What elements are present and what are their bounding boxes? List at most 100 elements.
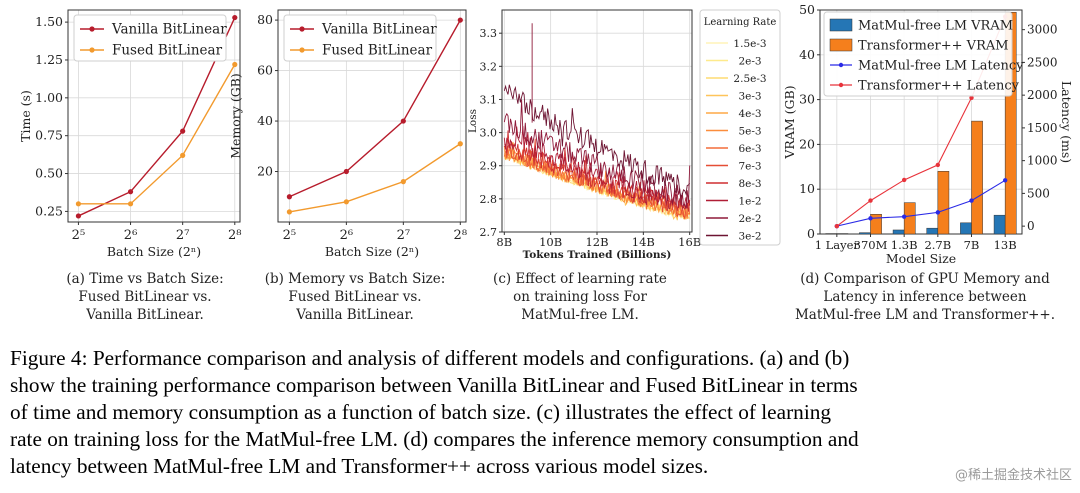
y2-tick-label-d-4: 2000 [1027, 88, 1058, 102]
y-tick-label-b-2: 60 [257, 63, 273, 78]
y-tick-label-c-0: 2.7 [480, 226, 498, 239]
y-tick-label-d-4: 40 [799, 47, 815, 62]
y2-tick-label-d-6: 3000 [1027, 23, 1058, 37]
bar-matmul-free-vram-1 [859, 232, 871, 235]
figure-caption-line-3: of time and memory consumption as a func… [10, 400, 832, 424]
latency-point-1-4 [969, 95, 974, 100]
y2-tick-label-d-5: 2500 [1027, 55, 1058, 69]
x-axis-label-a: Batch Size (2ⁿ) [107, 244, 201, 259]
watermark-text: @稀土掘金技术社区 [954, 468, 1072, 483]
y-tick-label-a-2: 0.75 [35, 128, 63, 143]
x-tick-label-d-3: 2.7B [924, 238, 951, 252]
latency-line-0 [836, 179, 1006, 227]
caption-a-line-3: Vanilla BitLinear. [86, 307, 204, 323]
plot-frame-a [67, 9, 241, 223]
y-tick-label-a-4: 1.25 [35, 52, 63, 67]
legend-label-c-5: 5e-3 [738, 126, 761, 138]
y-tick-label-c-5: 3.2 [480, 60, 498, 73]
latency-point-0-5 [1002, 178, 1008, 183]
data-point-a-1-2 [180, 152, 186, 158]
caption-b-line-3: Vanilla BitLinear. [296, 307, 414, 323]
bar-matmul-free-vram-3 [926, 227, 939, 235]
caption-a-line-2: Fused BitLinear vs. [78, 289, 212, 305]
legend-label-c-10: 2e-2 [738, 213, 761, 225]
x-tick-label-a-2: 2⁷ [176, 228, 189, 243]
data-point-b-0-3 [457, 17, 463, 23]
data-point-b-1-0 [286, 209, 292, 215]
figure-caption: Figure 4: Performance comparison and ana… [10, 345, 1074, 480]
bar-transformer-vram-3 [937, 171, 950, 235]
figure-caption-line-4: rate on training loss for the MatMul-fre… [10, 427, 859, 451]
legend-label-d-1: Transformer++ VRAM [858, 39, 1009, 54]
y2-axis-label-d: Latency (ms) [1059, 81, 1074, 163]
x-tick-label-b-2: 2⁷ [397, 228, 410, 243]
latency-point-0-1 [868, 216, 873, 221]
caption-d-line-2: Latency in inference between [823, 289, 1027, 305]
y-tick-label-d-1: 10 [799, 181, 815, 196]
series-line-b-0 [289, 19, 461, 198]
legend-label-b-1: Fused BitLinear [322, 43, 433, 59]
legend-label-a-0: Vanilla BitLinear [111, 22, 227, 38]
y-tick-label-c-4: 3.1 [480, 93, 498, 106]
caption-b-line-2: Fused BitLinear vs. [288, 289, 422, 305]
caption-a: (a) Time vs Batch Size: Fused BitLinear … [20, 270, 270, 324]
latency-point-1-3 [935, 162, 941, 168]
figure-caption-line-5: latency between MatMul-free LM and Trans… [10, 454, 709, 478]
legend-box-a [73, 14, 227, 62]
legend-marker-b-1 [299, 47, 305, 53]
x-tick-label-d-1: 370M [854, 238, 888, 252]
caption-c-line-2: on training loss For [513, 289, 647, 305]
x-tick-label-c-2: 12B [585, 235, 608, 249]
legend-marker-a-1 [89, 47, 95, 53]
x-axis-label-b: Batch Size (2ⁿ) [325, 244, 419, 259]
x-axis-label-d: Model Size [886, 251, 956, 266]
legend-swatch-d-0 [829, 18, 853, 32]
y-tick-label-d-3: 30 [799, 92, 815, 107]
latency-point-0-4 [969, 198, 974, 203]
data-point-a-0-2 [180, 128, 186, 134]
plot-frame-b [277, 9, 467, 223]
x-tick-label-d-4: 7B [964, 238, 980, 252]
x-axis-label-c: Tokens Trained (Billions) [523, 249, 672, 261]
bar-matmul-free-vram-4 [960, 222, 972, 235]
figure-4-charts: 0.25 0.50 0.75 1.00 1.25 1.50 2⁵ 2⁶ 2⁷ 2⁸ Batch Si… [18, 2, 1074, 266]
latency-point-0-2 [901, 214, 907, 219]
legend-label-c-0: 1.5e-3 [733, 38, 766, 50]
data-point-a-0-1 [127, 189, 134, 195]
legend-box-c [699, 9, 781, 246]
series-line-b-1 [289, 143, 461, 213]
figure-caption-line-2: show the training performance comparison… [10, 373, 858, 397]
bar-transformer-vram-4 [971, 120, 983, 235]
data-point-a-0-0 [75, 213, 82, 219]
plot-frame-d [819, 9, 1023, 235]
caption-a-line-1: (a) Time vs Batch Size: [66, 271, 224, 287]
bar-matmul-free-vram-5 [993, 214, 1006, 235]
y-tick-label-b-3: 80 [257, 12, 273, 27]
x-tick-label-b-3: 2⁸ [454, 228, 467, 243]
y2-tick-label-d-0: 0 [1027, 219, 1035, 233]
y-tick-label-d-5: 50 [799, 2, 815, 17]
data-point-a-1-3 [232, 61, 238, 68]
caption-d-line-3: MatMul-free LM and Transformer++. [794, 307, 1056, 323]
loss-curve-3e-2 [503, 84, 691, 198]
bar-matmul-free-vram-2 [892, 229, 905, 235]
caption-d: (d) Comparison of GPU Memory and Latency… [780, 270, 1070, 324]
y-tick-label-b-0: 20 [257, 164, 273, 179]
latency-point-1-1 [868, 198, 873, 203]
legend-label-b-0: Vanilla BitLinear [321, 22, 437, 38]
latency-point-1-2 [901, 177, 907, 183]
legend-label-c-6: 6e-3 [738, 143, 761, 155]
legend-label-c-9: 1e-2 [738, 196, 761, 208]
legend-label-c-7: 7e-3 [738, 161, 761, 173]
figure-caption-line-1: Figure 4: Performance comparison and ana… [10, 346, 850, 370]
legend-marker-d-2 [838, 62, 844, 68]
legend-label-d-0: MatMul-free LM VRAM [858, 19, 1013, 34]
data-point-b-1-3 [457, 141, 463, 147]
latency-point-0-3 [935, 210, 941, 215]
y2-tick-label-d-2: 1000 [1027, 154, 1058, 168]
y-tick-label-d-0: 0 [807, 226, 815, 241]
legend-label-d-3: Transformer++ Latency [858, 79, 1020, 94]
y-tick-label-c-2: 2.9 [480, 160, 498, 173]
x-tick-label-a-1: 2⁶ [124, 228, 137, 243]
x-tick-label-b-0: 2⁵ [283, 228, 296, 243]
